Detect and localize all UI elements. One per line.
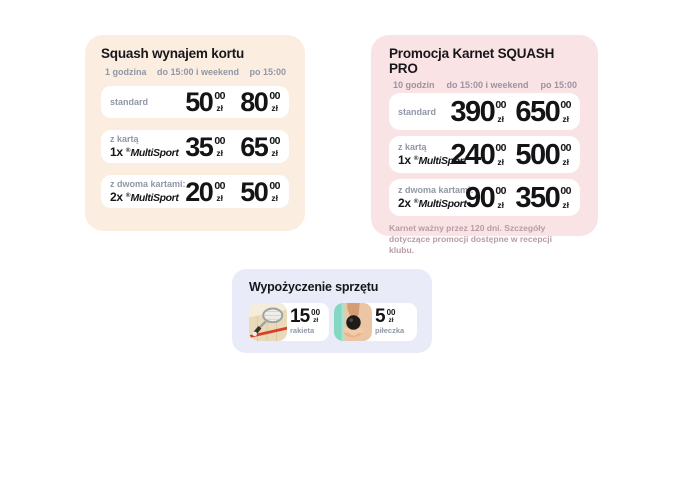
price-cents: 00 — [214, 179, 225, 192]
price-row-standard: standard 390 00 zł 650 00 zł — [389, 93, 580, 130]
equipment-price: 15 00 zł — [290, 306, 321, 327]
price-row-one-card: z kartą 1x ® MultiSport 35 00 zł — [101, 130, 289, 163]
price-row-one-card: z kartą 1x ® MultiSport 240 00 zł — [389, 136, 580, 173]
price-row-standard: standard 50 00 zł 80 00 zł — [101, 86, 289, 118]
price-currency: zł — [271, 192, 278, 203]
price-currency: zł — [497, 156, 504, 167]
multisport-badge: 1x ® MultiSport — [110, 145, 179, 159]
card-title-rental: Squash wynajem kortu — [101, 46, 245, 61]
column-header-duration: 1 godzina — [105, 67, 147, 77]
column-header-peak: po 15:00 — [249, 67, 286, 77]
price-peak: 80 00 zł — [240, 87, 280, 117]
pricing-card-rental: Squash wynajem kortu 1 godzina do 15:00 … — [85, 35, 305, 231]
multisport-badge: 2x ® MultiSport — [398, 196, 467, 210]
promo-terms-note: Karnet ważny przez 120 dni. Szczegóły do… — [389, 223, 552, 255]
multisport-logo: MultiSport — [418, 155, 467, 167]
price-peak: 50 00 zł — [240, 176, 280, 207]
equipment-tile-racket: 15 00 zł rakieta — [249, 303, 329, 341]
row-label: z dwoma kartami: — [398, 185, 474, 195]
price-offpeak: 240 00 zł — [450, 138, 506, 171]
multisport-logo: MultiSport — [418, 198, 467, 210]
price-cents: 00 — [214, 134, 225, 147]
row-label: standard — [110, 97, 149, 107]
price-cents: 00 — [311, 308, 321, 317]
equipment-price: 5 00 zł — [375, 306, 396, 327]
price-offpeak: 35 00 zł — [185, 131, 225, 162]
price-cents: 00 — [495, 184, 506, 197]
equipment-tiles: 15 00 zł rakieta — [249, 303, 417, 341]
price-rows-promo: standard 390 00 zł 650 00 zł — [389, 93, 580, 216]
registered-mark-icon: ® — [125, 147, 131, 154]
equipment-label: rakieta — [290, 326, 315, 335]
multisport-logo: MultiSport — [130, 192, 179, 204]
price-currency: zł — [562, 156, 569, 167]
row-label: z kartą — [110, 134, 139, 144]
card-multiplier: 2x — [110, 190, 123, 204]
registered-mark-icon: ® — [413, 198, 419, 205]
multisport-badge: 2x ® MultiSport — [110, 190, 181, 204]
price-cents: 00 — [269, 179, 280, 192]
price-currency: zł — [313, 317, 319, 324]
price-currency: zł — [271, 103, 278, 113]
registered-mark-icon: ® — [125, 192, 131, 199]
price-cents: 00 — [495, 141, 506, 154]
price-offpeak: 50 00 zł — [185, 87, 225, 117]
squash-racket-image — [249, 303, 287, 341]
price-peak: 65 00 zł — [240, 131, 280, 162]
card-multiplier: 2x — [398, 196, 411, 210]
card-title-promo: Promocja Karnet SQUASH PRO — [389, 46, 555, 76]
price-offpeak: 390 00 zł — [450, 95, 506, 128]
price-rows-rental: standard 50 00 zł 80 00 zł — [101, 86, 289, 208]
column-header-peak: po 15:00 — [540, 80, 577, 90]
squash-ball-image — [334, 303, 372, 341]
column-headers-promo: 10 godzin do 15:00 i weekend po 15:00 — [389, 80, 580, 90]
price-peak: 500 00 zł — [515, 138, 571, 171]
column-header-offpeak: do 15:00 i weekend — [156, 67, 240, 77]
price-offpeak: 90 00 zł — [465, 181, 506, 214]
card-multiplier: 1x — [398, 153, 411, 167]
row-label: standard — [398, 106, 437, 117]
price-cents: 00 — [495, 98, 506, 111]
row-label: z dwoma kartami: — [110, 179, 186, 189]
equipment-tile-ball: 5 00 zł piłeczka — [334, 303, 417, 341]
price-currency: zł — [497, 199, 504, 210]
price-currency: zł — [216, 147, 223, 158]
price-cents: 00 — [269, 134, 280, 147]
price-currency: zł — [562, 199, 569, 210]
price-row-two-cards: z dwoma kartami: 2x ® MultiSport 90 00 z… — [389, 179, 580, 216]
row-label: z kartą — [398, 142, 427, 152]
price-peak: 650 00 zł — [515, 95, 571, 128]
price-cents: 00 — [386, 308, 396, 317]
column-header-duration: 10 godzin — [393, 80, 435, 90]
column-header-offpeak: do 15:00 i weekend — [446, 80, 529, 90]
registered-mark-icon: ® — [413, 155, 419, 162]
multisport-badge: 1x ® MultiSport — [398, 153, 467, 167]
price-currency: zł — [562, 113, 569, 124]
equipment-label: piłeczka — [375, 326, 405, 335]
card-title-equipment: Wypożyczenie sprzętu — [249, 280, 379, 294]
price-cents: 00 — [560, 141, 571, 154]
price-currency: zł — [216, 103, 223, 113]
price-currency: zł — [271, 147, 278, 158]
price-cents: 00 — [214, 90, 225, 102]
price-currency: zł — [216, 192, 223, 203]
price-peak: 350 00 zł — [515, 181, 571, 214]
price-cents: 00 — [560, 184, 571, 197]
column-headers-rental: 1 godzina do 15:00 i weekend po 15:00 — [101, 67, 289, 77]
price-currency: zł — [388, 317, 394, 324]
pricing-card-promo-pass: Promocja Karnet SQUASH PRO 10 godzin do … — [371, 35, 598, 255]
price-row-two-cards: z dwoma kartami: 2x ® MultiSport 20 00 z… — [101, 175, 289, 208]
price-cents: 00 — [560, 98, 571, 111]
price-cents: 00 — [269, 90, 280, 102]
multisport-logo: MultiSport — [130, 147, 179, 159]
card-multiplier: 1x — [110, 145, 123, 159]
price-offpeak: 20 00 zł — [185, 176, 225, 207]
price-currency: zł — [497, 113, 504, 124]
pricing-card-equipment: Wypożyczenie sprzętu — [232, 269, 432, 353]
